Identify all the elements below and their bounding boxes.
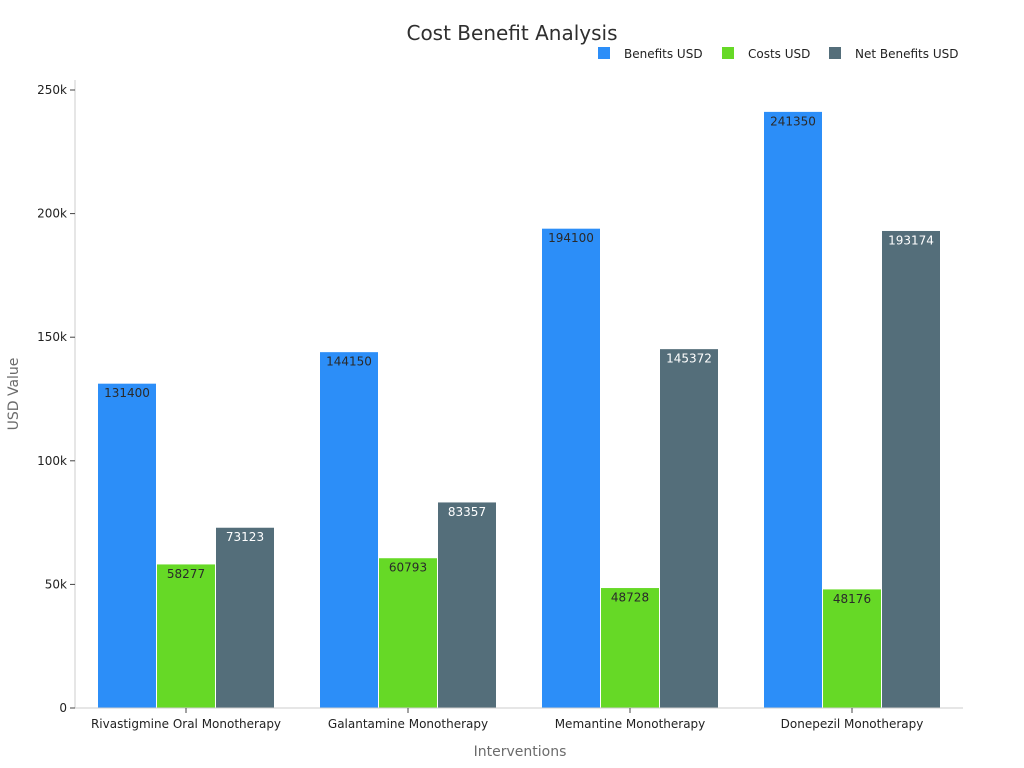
legend-label-costs-usd: Costs USD	[748, 47, 810, 61]
legend-label-net-benefits-usd: Net Benefits USD	[855, 47, 958, 61]
y-axis-ticks: 0 50k 100k 150k 200k 250k	[37, 83, 75, 715]
data-label-benefits-usd-rivastigmine-oral-monotherapy: 131400	[104, 386, 150, 400]
x-tick-label: Rivastigmine Oral Monotherapy	[91, 717, 281, 731]
bar-costs-usd-donepezil-monotherapy	[822, 588, 882, 709]
bar-costs-usd-memantine-monotherapy	[600, 587, 660, 709]
bar-net-benefits-usd-donepezil-monotherapy	[881, 229, 941, 709]
y-axis-title: USD Value	[6, 358, 22, 431]
y-tick-label: 0	[59, 701, 67, 715]
y-tick-label: 100k	[37, 454, 67, 468]
bar-benefits-usd-galantamine-monotherapy	[319, 351, 379, 709]
data-label-net-benefits-usd-memantine-monotherapy: 145372	[666, 352, 712, 366]
data-label-benefits-usd-memantine-monotherapy: 194100	[548, 231, 594, 245]
x-axis-title: Interventions	[474, 744, 567, 760]
x-tick-label: Donepezil Monotherapy	[781, 717, 924, 731]
bar-net-benefits-usd-memantine-monotherapy	[659, 348, 719, 709]
bar-costs-usd-galantamine-monotherapy	[378, 557, 438, 709]
data-label-benefits-usd-donepezil-monotherapy: 241350	[770, 114, 816, 128]
x-tick-label: Memantine Monotherapy	[555, 717, 706, 731]
legend: Benefits USD Costs USD Net Benefits USD	[598, 47, 958, 61]
data-label-net-benefits-usd-donepezil-monotherapy: 193174	[888, 233, 934, 247]
y-tick-label: 150k	[37, 330, 67, 344]
legend-swatch-net-benefits-usd	[829, 47, 841, 59]
bar-costs-usd-rivastigmine-oral-monotherapy	[156, 563, 216, 709]
data-label-costs-usd-galantamine-monotherapy: 60793	[389, 561, 427, 575]
legend-swatch-benefits-usd	[598, 47, 610, 59]
data-label-benefits-usd-galantamine-monotherapy: 144150	[326, 355, 372, 369]
bar-benefits-usd-rivastigmine-oral-monotherapy	[97, 382, 157, 709]
data-label-costs-usd-memantine-monotherapy: 48728	[611, 591, 649, 605]
data-labels: 131400 58277 73123 144150 60793 83357 194100 48…	[104, 114, 934, 606]
x-axis-ticks: Rivastigmine Oral Monotherapy Galantamine…	[91, 708, 923, 731]
bars	[97, 110, 941, 709]
bar-benefits-usd-donepezil-monotherapy	[763, 110, 823, 709]
data-label-net-benefits-usd-rivastigmine-oral-monotherapy: 73123	[226, 530, 264, 544]
y-tick-label: 50k	[45, 577, 67, 591]
y-tick-label: 250k	[37, 83, 67, 97]
bar-net-benefits-usd-galantamine-monotherapy	[437, 501, 497, 709]
data-label-net-benefits-usd-galantamine-monotherapy: 83357	[448, 505, 486, 519]
data-label-costs-usd-donepezil-monotherapy: 48176	[833, 592, 871, 606]
y-tick-label: 200k	[37, 207, 67, 221]
x-tick-label: Galantamine Monotherapy	[328, 717, 488, 731]
chart-title: Cost Benefit Analysis	[406, 21, 617, 45]
bar-benefits-usd-memantine-monotherapy	[541, 227, 601, 709]
legend-swatch-costs-usd	[722, 47, 734, 59]
bar-net-benefits-usd-rivastigmine-oral-monotherapy	[215, 526, 275, 709]
legend-label-benefits-usd: Benefits USD	[624, 47, 703, 61]
data-label-costs-usd-rivastigmine-oral-monotherapy: 58277	[167, 567, 205, 581]
